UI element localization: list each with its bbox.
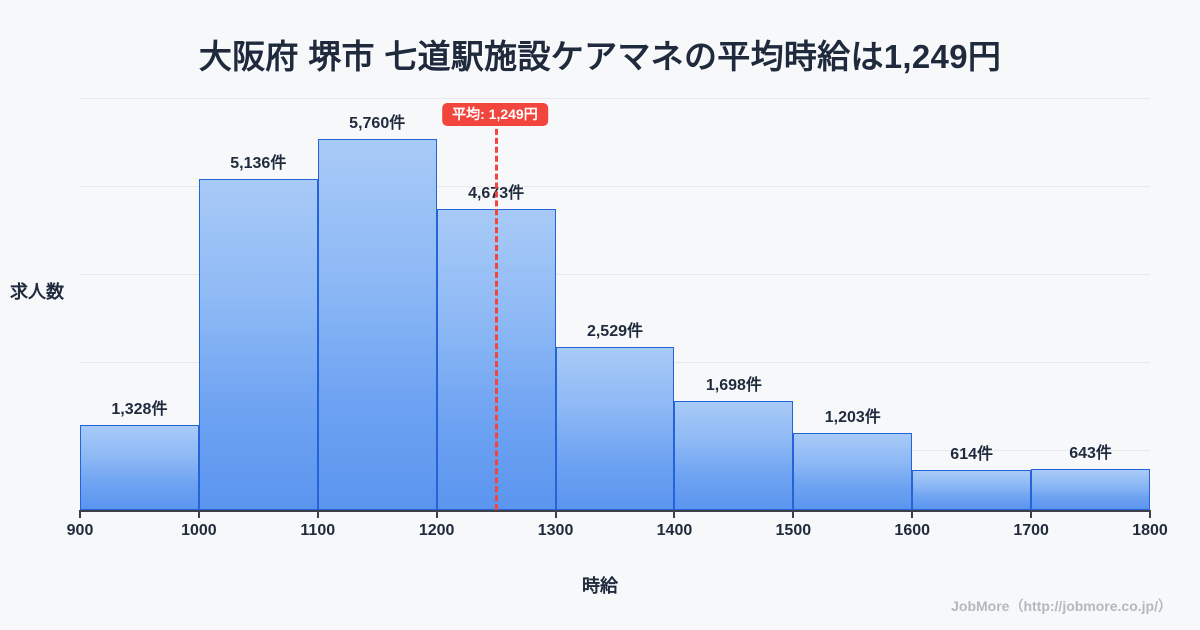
- bar-value-label: 5,136件: [230, 155, 287, 173]
- bar-value-label: 5,760件: [349, 115, 406, 133]
- x-axis-tick-label: 1200: [418, 522, 455, 539]
- average-line: [494, 120, 498, 510]
- histogram-bar: [1031, 468, 1150, 510]
- x-axis-tick: [792, 510, 795, 518]
- histogram-bar: [198, 179, 318, 510]
- bar-value-label: 2,529件: [586, 323, 643, 341]
- x-axis-tick-label: 1000: [181, 522, 217, 539]
- x-axis-tick-label: 900: [66, 522, 94, 539]
- x-axis-tick-label: 1500: [775, 522, 812, 539]
- bar-value-label: 1,328件: [111, 400, 168, 418]
- x-axis-tick-label: 1600: [894, 522, 931, 539]
- x-axis-line: [80, 510, 1150, 512]
- x-axis-tick: [435, 510, 438, 518]
- gridline: [80, 274, 1150, 275]
- y-axis-title: 求人数: [10, 282, 64, 302]
- plot-area: 1,328件 5,136件 5,760件 4,673件 2,529件 1,698件 1,20…: [80, 98, 1150, 510]
- x-axis-title: 時給: [582, 576, 618, 596]
- histogram-bar: [555, 347, 675, 510]
- histogram-bar: [912, 470, 1032, 510]
- gridline: [80, 98, 1150, 99]
- x-axis-tick-label: 1400: [656, 522, 693, 539]
- page-title: 大阪府 堺市 七道駅施設ケアマネの平均時給は1,249円: [198, 38, 1002, 75]
- histogram-bar: [793, 432, 913, 510]
- x-axis-tick-label: 1700: [1013, 522, 1049, 539]
- x-axis-tick-label: 1300: [537, 522, 574, 539]
- gridline: [80, 186, 1150, 187]
- bar-value-label: 643件: [1069, 444, 1112, 462]
- bar-value-label: 1,698件: [705, 376, 762, 394]
- histogram-bar: [317, 139, 437, 510]
- x-axis-tick: [911, 510, 914, 518]
- bar-value-label: 1,203件: [824, 408, 881, 426]
- x-axis-tick: [316, 510, 319, 518]
- x-axis-tick: [79, 510, 81, 518]
- x-axis-tick: [197, 510, 200, 518]
- x-axis-tick: [1030, 510, 1033, 518]
- histogram-bar: [674, 400, 794, 510]
- bar-value-label: 614件: [950, 446, 993, 464]
- x-axis-tick: [554, 510, 557, 518]
- histogram-bar: [80, 424, 199, 510]
- x-axis-tick-label: 1100: [300, 522, 336, 539]
- footer-credit: JobMore（http://jobmore.co.jp/）: [951, 598, 1172, 614]
- average-badge: 平均: 1,249円: [442, 103, 548, 126]
- x-axis-tick-label: 1800: [1132, 522, 1168, 539]
- x-axis-tick: [1149, 510, 1151, 518]
- x-axis-tick: [673, 510, 676, 518]
